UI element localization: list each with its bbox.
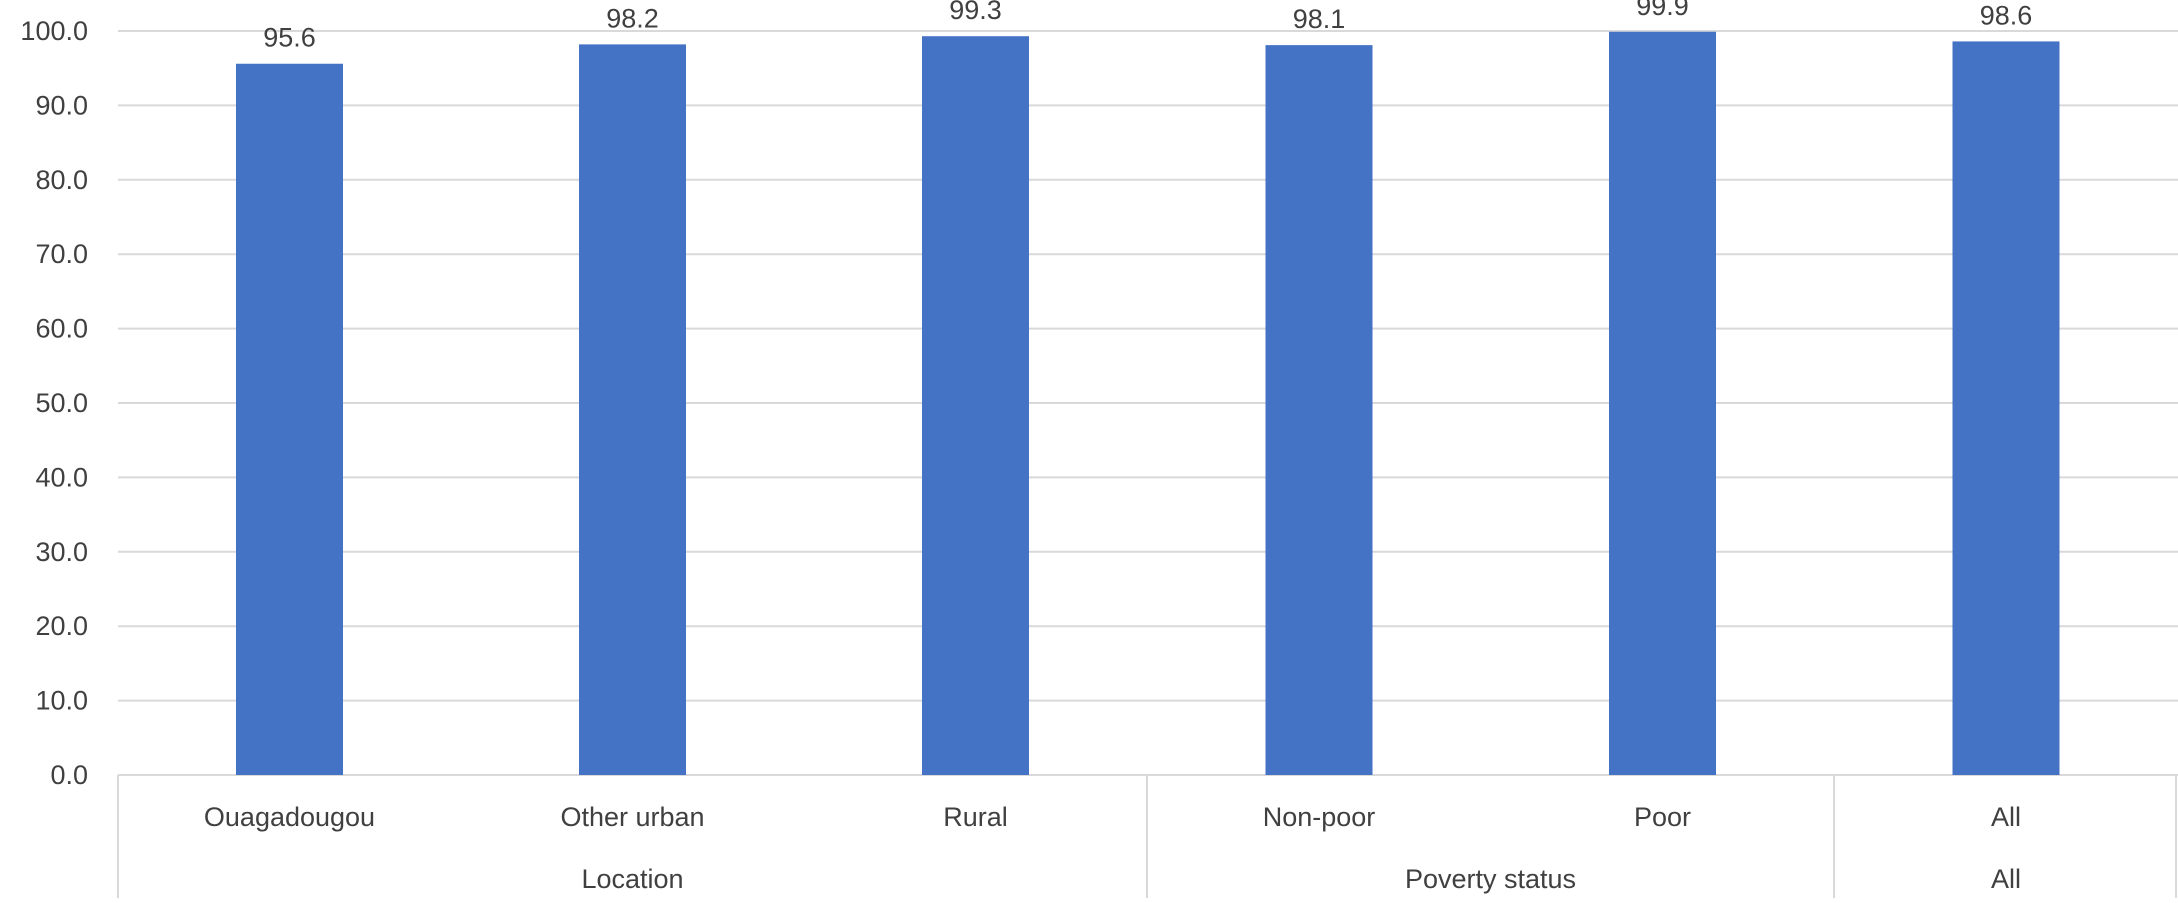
category-label: Rural [943, 802, 1008, 832]
bar [1609, 31, 1716, 775]
category-label: Poor [1634, 802, 1691, 832]
data-label: 98.6 [1980, 0, 2033, 30]
axes: 0.0 10.0 20.0 30.0 40.0 50.0 60.0 70.0 80.0 90.0 1… [20, 16, 2178, 898]
data-label: 95.6 [263, 23, 316, 53]
category-label: All [1991, 802, 2021, 832]
data-labels: 95.6 98.2 99.3 98.1 99.9 98.6 [263, 0, 2032, 53]
category-group-label: All [1991, 864, 2021, 894]
bar [922, 36, 1029, 775]
category-group-label: Location [581, 864, 683, 894]
category-label: Non-poor [1263, 802, 1376, 832]
y-tick-label: 30.0 [35, 537, 88, 567]
y-tick-label: 10.0 [35, 686, 88, 716]
bar [236, 63, 343, 775]
y-tick-label: 70.0 [35, 239, 88, 269]
bar [579, 44, 686, 776]
bars [236, 31, 2060, 776]
category-group-label: Poverty status [1405, 864, 1576, 894]
y-tick-label: 90.0 [35, 90, 88, 120]
data-label: 99.3 [949, 0, 1002, 25]
category-label: Ouagadougou [204, 802, 375, 832]
category-labels: Ouagadougou Other urban Rural Non-poor Poor A… [204, 802, 2021, 894]
gridlines [118, 30, 2178, 702]
y-tick-label: 50.0 [35, 388, 88, 418]
bar [1265, 45, 1373, 776]
y-tick-label: 80.0 [35, 165, 88, 195]
data-label: 98.2 [606, 3, 659, 33]
y-tick-label: 60.0 [35, 314, 88, 344]
data-label: 99.9 [1636, 0, 1689, 21]
y-tick-label: 20.0 [35, 611, 88, 641]
y-tick-label: 0.0 [50, 760, 88, 790]
y-tick-label: 40.0 [35, 462, 88, 492]
bar [1952, 41, 2060, 775]
data-label: 98.1 [1293, 4, 1346, 34]
category-label: Other urban [560, 802, 704, 832]
y-tick-label: 100.0 [20, 16, 88, 46]
